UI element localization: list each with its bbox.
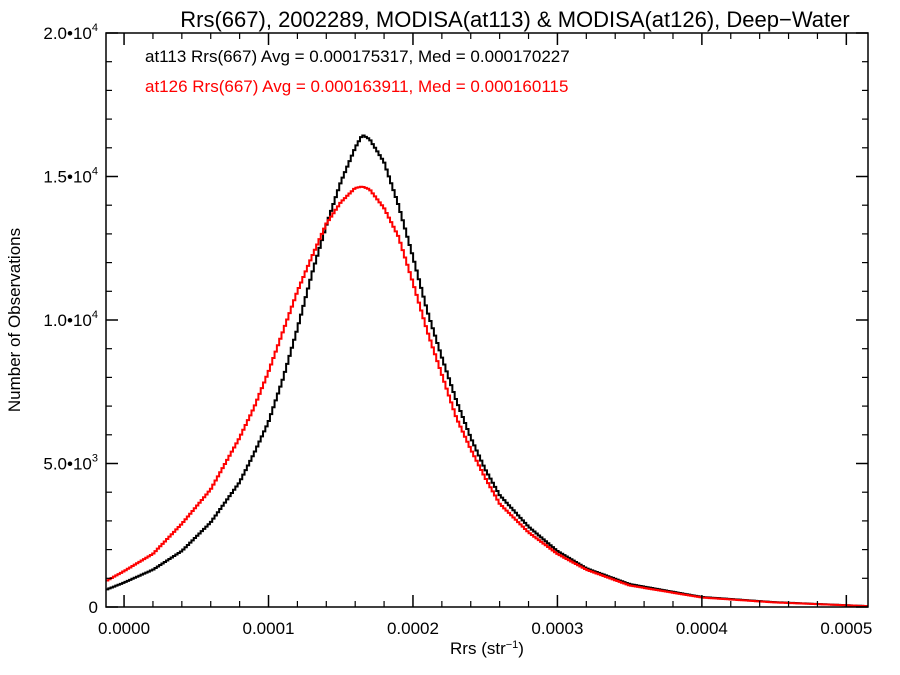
y-tick-label: 5.0•103 [43,453,98,474]
y-tick-label: 2.0•104 [43,22,98,43]
axis-layer: 0.0000 0.0001 0.0002 0.0003 0.0004 0.0005 0 5.0… [43,22,872,638]
chart-title: Rrs(667), 2002289, MODISA(at113) & MODIS… [180,7,849,32]
x-tick-label: 0.0003 [531,619,583,638]
series-layer [106,134,868,608]
series-line-at126 [106,185,868,608]
legend-entry-at126: at126 Rrs(667) Avg = 0.000163911, Med = … [145,77,568,96]
x-axis-label: Rrs (str−1) [450,639,524,658]
y-tick-label: 1.0•104 [43,309,98,330]
y-tick-label: 0 [89,598,98,617]
x-axis-label-sup: −1 [506,639,519,651]
x-tick-label: 0.0002 [387,619,439,638]
x-tick-label: 0.0000 [98,619,150,638]
x-tick-label: 0.0004 [676,619,728,638]
x-axis-label-main: Rrs (str [450,639,506,658]
x-tick-label: 0.0001 [243,619,295,638]
y-axis-label: Number of Observations [5,228,24,412]
legend-entry-at113: at113 Rrs(667) Avg = 0.000175317, Med = … [145,47,570,66]
y-tick-label: 1.5•104 [43,166,98,187]
x-tick-label: 0.0005 [820,619,872,638]
x-axis-label-close: ) [518,639,524,658]
